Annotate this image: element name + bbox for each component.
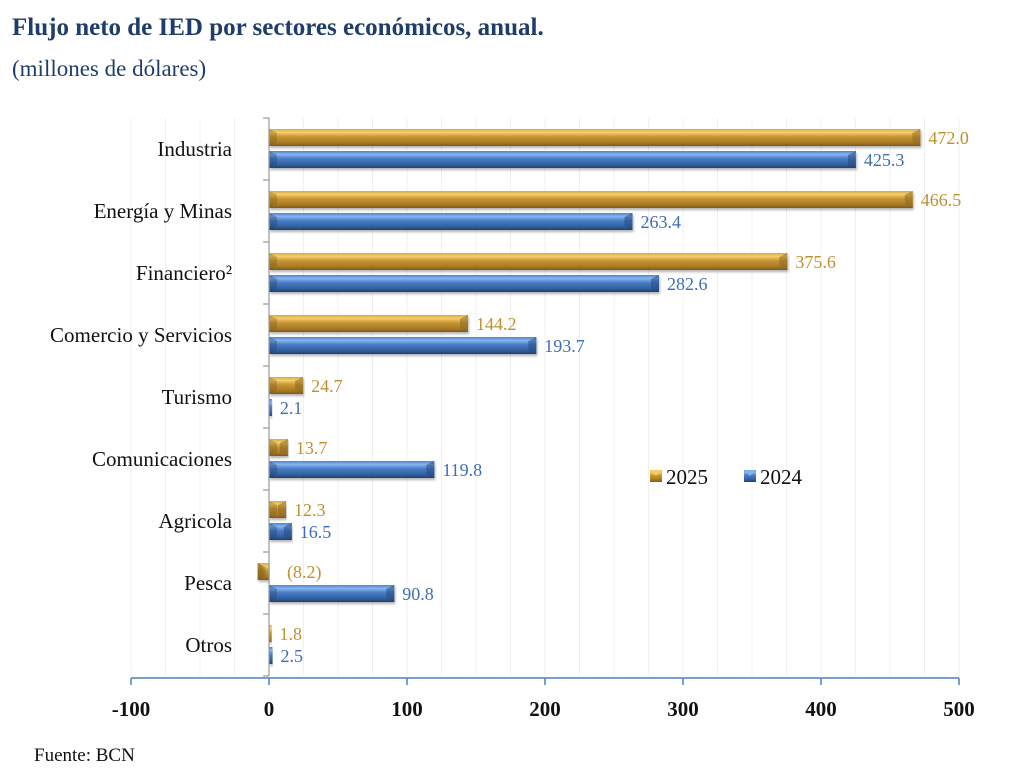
axes: -100 0 100 200 300 400 500: [112, 117, 975, 721]
bar-2024-4: [269, 399, 272, 416]
bar-2025-4: [269, 377, 304, 394]
category-label: Comercio y Servicios: [50, 323, 232, 347]
x-tick-label: 100: [391, 697, 423, 721]
bar-2025-7: [257, 563, 269, 580]
value-label-2024: 263.4: [640, 212, 681, 232]
bar-2024-1: [269, 213, 633, 230]
legend-label: 2025: [666, 465, 708, 489]
value-label-2024: 119.8: [442, 460, 482, 480]
x-tick-label: 500: [943, 697, 975, 721]
bar-2025-0: [269, 129, 921, 146]
bar-2024-7: [269, 585, 395, 602]
legend-label: 2024: [760, 465, 803, 489]
x-tick-label: 200: [529, 697, 561, 721]
value-label-2024: 2.5: [280, 646, 303, 666]
category-label: Financiero²: [136, 261, 232, 285]
source-note: Fuente: BCN: [34, 745, 135, 766]
x-tick-label: 0: [264, 697, 275, 721]
bar-2025-3: [269, 315, 468, 332]
x-tick-label: -100: [112, 697, 151, 721]
category-label: Energía y Minas: [94, 199, 232, 223]
value-label-2025: 144.2: [476, 314, 516, 334]
bar-2024-2: [269, 275, 659, 292]
value-label-2024: 282.6: [667, 274, 708, 294]
legend-item-2025: 2025: [650, 465, 708, 489]
value-label-2024: 2.1: [280, 398, 303, 418]
gridlines: [130, 118, 960, 676]
bar-2024-6: [269, 523, 292, 540]
bar-2025-1: [269, 191, 913, 208]
value-label-2024: 16.5: [300, 522, 332, 542]
bars: [257, 129, 921, 664]
bar-2025-8: [269, 625, 272, 642]
chart-subtitle: (millones de dólares): [12, 56, 207, 81]
x-tick-label: 400: [805, 697, 837, 721]
labels: 472.0 425.3 Industria 466.5 263.4 Energía y M…: [50, 128, 969, 666]
value-label-2025: 12.3: [294, 500, 326, 520]
bar-2024-0: [269, 151, 856, 168]
bar-2025-2: [269, 253, 788, 270]
category-label: Pesca: [184, 571, 232, 595]
bar-2024-3: [269, 337, 537, 354]
bar-2025-6: [269, 501, 286, 518]
value-label-2025: (8.2): [287, 562, 322, 583]
value-label-2025: 375.6: [795, 252, 836, 272]
chart-title: Flujo neto de IED por sectores económico…: [12, 14, 544, 41]
value-label-2025: 1.8: [279, 624, 302, 644]
category-label: Otros: [185, 633, 232, 657]
category-label: Agricola: [159, 509, 233, 533]
value-label-2024: 425.3: [864, 150, 905, 170]
value-label-2025: 24.7: [311, 376, 343, 396]
value-label-2024: 90.8: [402, 584, 434, 604]
bar-2024-8: [269, 647, 273, 664]
value-label-2025: 472.0: [928, 128, 969, 148]
legend: 2025 2024: [650, 465, 803, 489]
category-label: Turismo: [162, 385, 232, 409]
legend-item-2024: 2024: [744, 465, 803, 489]
category-label: Comunicaciones: [92, 447, 232, 471]
value-label-2025: 466.5: [921, 190, 962, 210]
x-tick-label: 300: [667, 697, 699, 721]
category-label: Industria: [157, 137, 232, 161]
bar-2025-5: [269, 439, 288, 456]
bar-2024-5: [269, 461, 435, 478]
value-label-2024: 193.7: [544, 336, 585, 356]
value-label-2025: 13.7: [296, 438, 328, 458]
